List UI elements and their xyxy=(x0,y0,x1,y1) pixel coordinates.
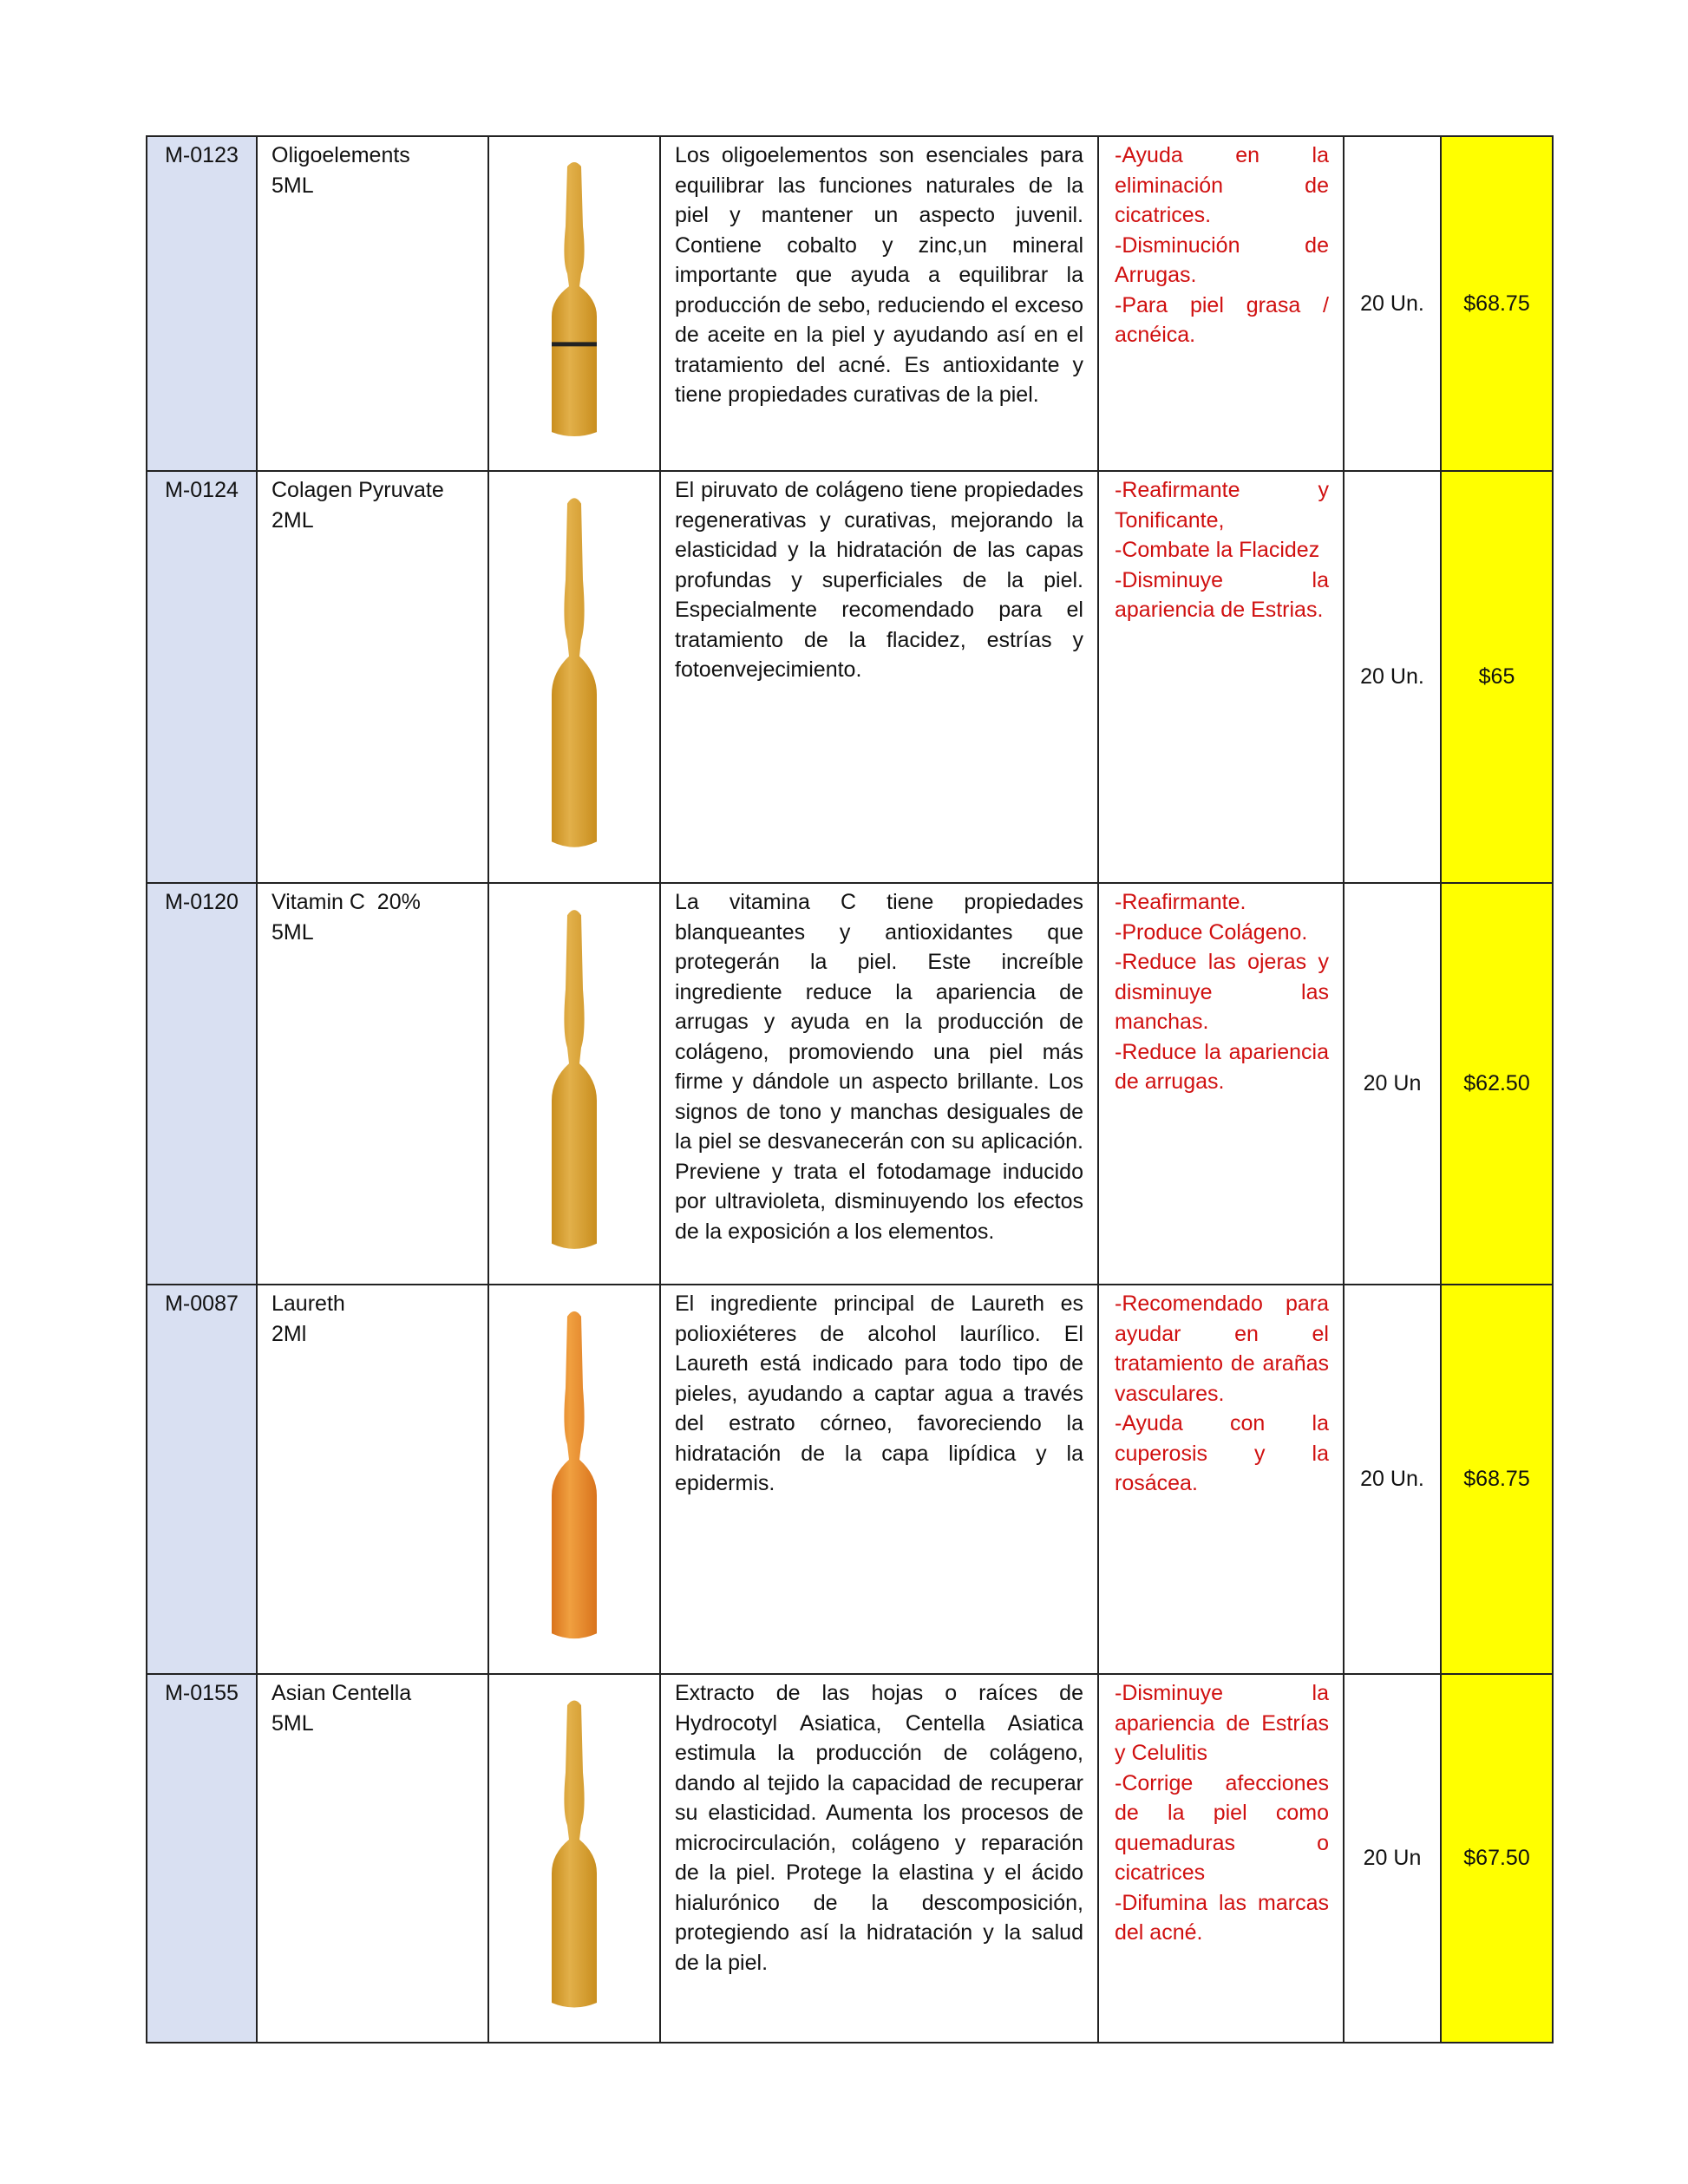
product-row: M-0087 Laureth 2Ml El ingrediente princip… xyxy=(146,1284,1554,1675)
product-benefits: -Reafirmante. -Produce Colágeno. -Reduce l… xyxy=(1097,882,1345,1285)
product-price: $65 xyxy=(1440,470,1554,884)
product-name-cell: Asian Centella 5ML xyxy=(256,1673,489,2043)
benefit-item: -Corrige afecciones de la piel como quem… xyxy=(1115,1770,1329,1886)
product-image xyxy=(487,470,661,884)
product-image xyxy=(487,1284,661,1675)
product-description: El piruvato de colágeno tiene propiedade… xyxy=(659,470,1099,884)
product-name: Colagen Pyruvate xyxy=(272,478,444,502)
product-row: M-0120 Vitamin C 20% 5ML La vitamina C ti… xyxy=(146,882,1554,1285)
product-name: Asian Centella xyxy=(272,1681,412,1705)
benefit-item: -Ayuda en la eliminación de cicatrices. xyxy=(1115,143,1329,227)
product-image xyxy=(487,882,661,1285)
product-quantity: 20 Un xyxy=(1343,882,1442,1285)
product-size: 2ML xyxy=(272,507,314,533)
product-code: M-0123 xyxy=(146,135,258,472)
benefit-item: -Reduce las ojeras y disminuye las manch… xyxy=(1115,950,1329,1034)
benefit-item: -Combate la Flacidez xyxy=(1115,538,1320,562)
product-code: M-0124 xyxy=(146,470,258,884)
benefit-item: -Difumina las marcas del acné. xyxy=(1115,1890,1329,1945)
product-benefits: -Recomendado para ayudar en el tratamien… xyxy=(1097,1284,1345,1675)
product-image xyxy=(487,1673,661,2043)
ampoule-icon xyxy=(552,1311,597,1639)
product-price: $68.75 xyxy=(1440,135,1554,472)
product-name-cell: Colagen Pyruvate 2ML xyxy=(256,470,489,884)
product-quantity: 20 Un. xyxy=(1343,470,1442,884)
benefit-item: -Reafirmante y Tonificante, xyxy=(1115,478,1329,533)
product-benefits: -Disminuye la apariencia de Estrías y Ce… xyxy=(1097,1673,1345,2043)
benefit-item: -Reafirmante. xyxy=(1115,890,1246,914)
product-size: 5ML xyxy=(272,919,314,945)
product-size: 2Ml xyxy=(272,1321,307,1346)
product-description: Los oligoelementos son esenciales para e… xyxy=(659,135,1099,472)
benefit-item: -Disminución de Arrugas. xyxy=(1115,232,1329,288)
product-quantity: 20 Un xyxy=(1343,1673,1442,2043)
product-size: 5ML xyxy=(272,1710,314,1736)
benefit-item: -Disminuye la apariencia de Estrias. xyxy=(1115,567,1329,623)
product-description: El ingrediente principal de Laureth es p… xyxy=(659,1284,1099,1675)
ampoule-icon xyxy=(552,910,597,1250)
product-benefits: -Ayuda en la eliminación de cicatrices. -… xyxy=(1097,135,1345,472)
product-code: M-0087 xyxy=(146,1284,258,1675)
benefit-item: -Produce Colágeno. xyxy=(1115,919,1308,945)
product-row: M-0124 Colagen Pyruvate 2ML El piruvato d… xyxy=(146,470,1554,884)
product-price: $62.50 xyxy=(1440,882,1554,1285)
ampoule-icon xyxy=(552,498,597,847)
product-quantity: 20 Un. xyxy=(1343,135,1442,472)
benefit-item: -Reduce la apariencia de arrugas. xyxy=(1115,1039,1329,1095)
product-size: 5ML xyxy=(272,173,314,198)
product-benefits: -Reafirmante y Tonificante, -Combate la F… xyxy=(1097,470,1345,884)
product-image xyxy=(487,135,661,472)
product-name-cell: Laureth 2Ml xyxy=(256,1284,489,1675)
product-name-cell: Vitamin C 20% 5ML xyxy=(256,882,489,1285)
ampoule-icon xyxy=(552,162,597,437)
product-row: M-0155 Asian Centella 5ML Extracto de las… xyxy=(146,1673,1554,2043)
product-name: Laureth xyxy=(272,1291,345,1316)
product-name: Vitamin C 20% xyxy=(272,890,421,914)
product-description: La vitamina C tiene propiedades blanquea… xyxy=(659,882,1099,1285)
benefit-item: -Recomendado para ayudar en el tratamien… xyxy=(1115,1291,1329,1406)
product-price: $67.50 xyxy=(1440,1673,1554,2043)
product-code: M-0155 xyxy=(146,1673,258,2043)
product-name-cell: Oligoelements 5ML xyxy=(256,135,489,472)
benefit-item: -Ayuda con la cuperosis y la rosácea. xyxy=(1115,1411,1329,1495)
product-row: M-0123 Oligoelements 5ML Los oligoelement… xyxy=(146,135,1554,472)
product-quantity: 20 Un. xyxy=(1343,1284,1442,1675)
product-table: M-0123 Oligoelements 5ML Los oligoelement… xyxy=(146,135,1554,2043)
benefit-item: -Para piel grasa / acnéica. xyxy=(1115,292,1329,348)
ampoule-icon xyxy=(552,1700,597,2008)
benefit-item: -Disminuye la apariencia de Estrías y Ce… xyxy=(1115,1681,1329,1765)
product-price: $68.75 xyxy=(1440,1284,1554,1675)
product-code: M-0120 xyxy=(146,882,258,1285)
product-description: Extracto de las hojas o raíces de Hydroc… xyxy=(659,1673,1099,2043)
product-name: Oligoelements xyxy=(272,143,410,167)
